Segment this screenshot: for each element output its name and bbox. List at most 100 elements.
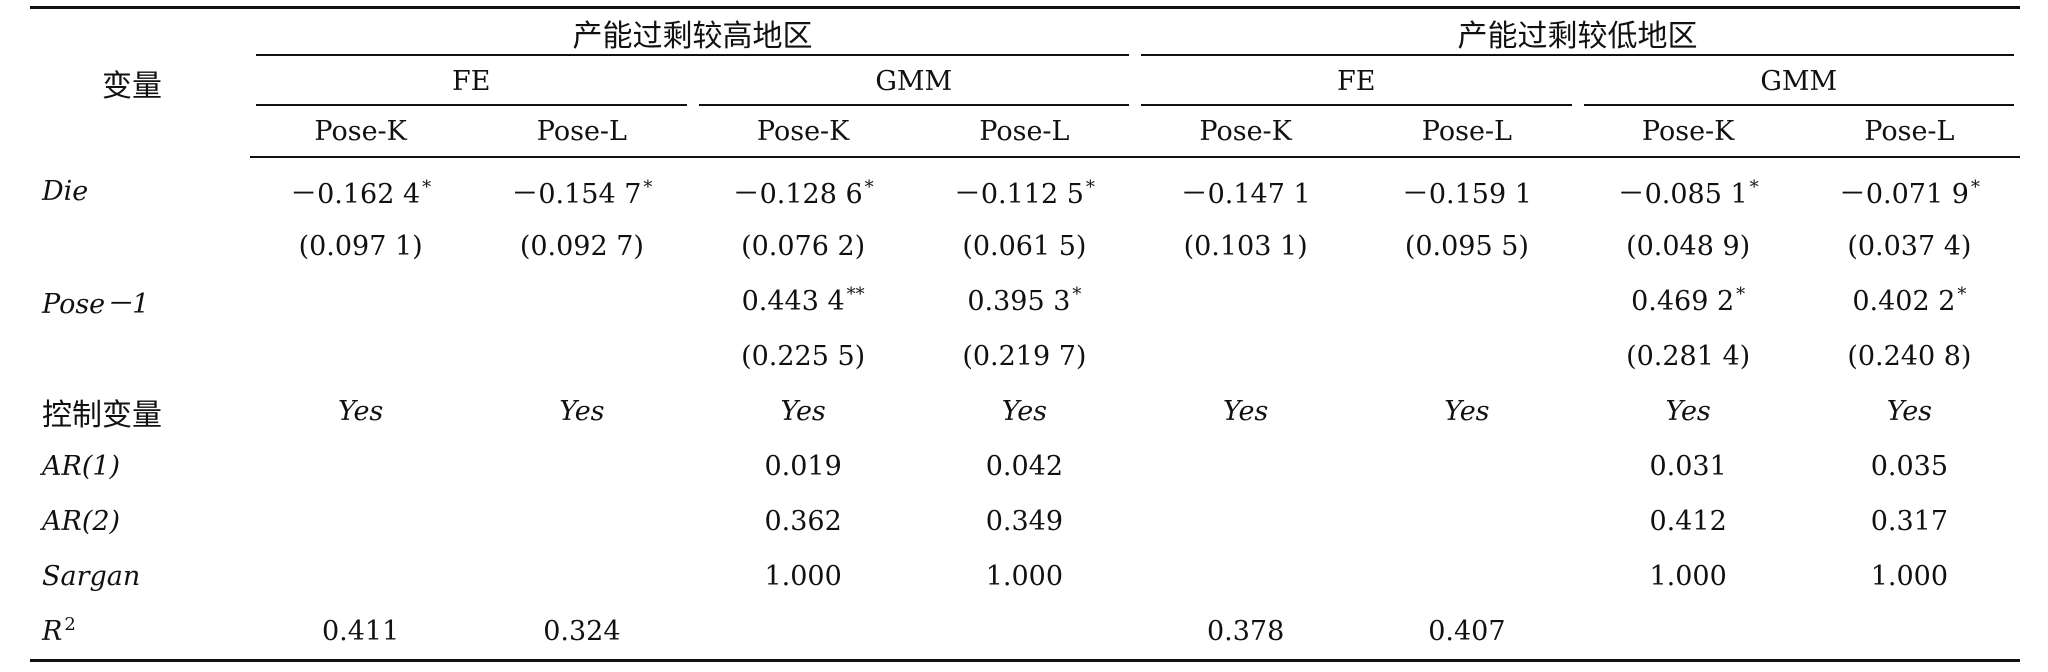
table-cell: Yes	[1135, 384, 1356, 439]
column-header: Pose-K	[1577, 106, 1799, 158]
table-row: R 2 0.411 0.324 0.378 0.407	[30, 604, 2020, 662]
cell-value: 0.411	[321, 616, 400, 647]
cell-value: －0.085 1	[1617, 179, 1748, 210]
significance-stars: *	[864, 177, 874, 198]
table-cell: (0.076 2)	[693, 219, 914, 274]
table-cell: －0.128 6 *	[693, 157, 914, 219]
significance-stars: *	[643, 177, 653, 198]
cell-value: －0.162 4	[290, 179, 421, 210]
table-cell	[1135, 494, 1356, 549]
table-cell	[1356, 494, 1577, 549]
table-cell	[1135, 329, 1356, 384]
significance-stars: *	[1749, 177, 1759, 198]
group-label: 产能过剩较高地区	[572, 18, 813, 54]
row-variable-label: Die	[30, 157, 250, 219]
column-header: Pose-L	[913, 106, 1135, 158]
table-cell: －0.154 7 *	[471, 157, 692, 219]
table-row: Sargan 1.000 1.000 1.000 1.000	[30, 549, 2020, 604]
table-cell	[1577, 604, 1799, 662]
cell-value: (0.048 9)	[1626, 231, 1751, 262]
group-label: 产能过剩较低地区	[1457, 18, 1698, 54]
table-cell	[471, 549, 692, 604]
cell-value: 0.412	[1649, 506, 1727, 537]
table-cell: 1.000	[1799, 549, 2020, 604]
table-cell: (0.281 4)	[1578, 329, 1799, 384]
cell-value: Yes	[1886, 396, 1933, 427]
method-header-gmm-low: GMM	[1578, 56, 2021, 106]
table-cell: 0.019	[693, 439, 914, 494]
table-cell: 1.000	[1578, 549, 1799, 604]
table-cell: 0.362	[693, 494, 914, 549]
method-label: GMM	[1760, 65, 1838, 97]
table-cell: Yes	[1578, 384, 1799, 439]
table-cell: 0.042	[914, 439, 1135, 494]
table-cell: (0.097 1)	[250, 219, 471, 274]
table-cell	[250, 274, 471, 329]
table-row: (0.225 5) (0.219 7) (0.281 4) (0.240 8)	[30, 329, 2020, 384]
table-row: Pose－1 0.443 4 ** 0.395 3 * 0.469 2 * 0.402 2 *	[30, 274, 2020, 329]
cell-value: －0.071 9	[1838, 179, 1969, 210]
method-header-fe-high: FE	[250, 56, 693, 106]
table-row: AR(1) 0.019 0.042 0.031 0.035	[30, 439, 2020, 494]
cell-value: 0.317	[1870, 506, 1949, 537]
cell-value: (0.037 4)	[1847, 231, 1972, 262]
column-header: Pose-K	[692, 106, 914, 158]
table-cell	[1798, 604, 2020, 662]
cell-value: Yes	[1001, 396, 1048, 427]
variable-name: AR(2)	[42, 506, 121, 537]
group-header-low-overcapacity: 产能过剩较低地区	[1135, 8, 2020, 56]
cell-value: －0.128 6	[732, 179, 863, 210]
table-cell: －0.071 9 *	[1799, 157, 2020, 219]
cell-value: 0.407	[1428, 616, 1506, 647]
table-cell: (0.037 4)	[1799, 219, 2020, 274]
column-header: Pose-K	[1135, 106, 1357, 158]
table-cell: (0.095 5)	[1356, 219, 1577, 274]
method-label: GMM	[875, 65, 953, 97]
group-underline	[256, 54, 1129, 56]
cell-value: Yes	[780, 396, 826, 427]
variable-name: Die	[42, 175, 89, 207]
table-cell: (0.219 7)	[914, 329, 1135, 384]
cell-value: 0.019	[764, 451, 842, 482]
table-cell: 1.000	[693, 549, 914, 604]
table-cell: (0.092 7)	[471, 219, 692, 274]
cell-value: 0.469 2	[1631, 286, 1735, 317]
table-cell: Yes	[250, 384, 471, 439]
table-cell: 0.443 4 **	[693, 274, 914, 329]
cell-value: (0.103 1)	[1183, 231, 1308, 262]
cell-value: 0.362	[764, 506, 842, 537]
significance-stars: *	[1736, 284, 1746, 305]
variable-name: Sargan	[42, 561, 141, 592]
cell-value: 1.000	[985, 561, 1064, 592]
cell-value: (0.092 7)	[519, 231, 644, 262]
cell-value: 0.378	[1206, 616, 1285, 647]
table-cell: 0.031	[1578, 439, 1799, 494]
table-cell: (0.061 5)	[914, 219, 1135, 274]
table-cell: Yes	[693, 384, 914, 439]
table-cell: －0.159 1	[1356, 157, 1577, 219]
cell-value: 0.035	[1870, 451, 1949, 482]
variable-name: R	[42, 616, 63, 647]
cell-value: 0.031	[1649, 451, 1727, 482]
table-cell: (0.240 8)	[1799, 329, 2020, 384]
table-cell	[471, 329, 692, 384]
row-variable-label: AR(1)	[30, 439, 250, 494]
table-cell	[1135, 439, 1356, 494]
variable-name: 控制变量	[42, 397, 162, 433]
method-underline	[1583, 104, 2014, 106]
table-cell: 0.378	[1135, 604, 1357, 662]
method-underline	[1141, 104, 1572, 106]
table-cell	[471, 494, 692, 549]
table-cell: －0.162 4 *	[250, 157, 471, 219]
cell-value: －0.112 5	[953, 179, 1084, 210]
method-underline	[256, 104, 687, 106]
cell-value: (0.095 5)	[1404, 231, 1529, 262]
method-underline	[698, 104, 1129, 106]
cell-value: －0.159 1	[1401, 179, 1532, 210]
table-cell	[913, 604, 1135, 662]
table-cell: 0.349	[914, 494, 1135, 549]
table-cell	[250, 494, 471, 549]
row-variable-label: Sargan	[30, 549, 250, 604]
variable-superscript: 2	[64, 614, 76, 635]
table-cell: －0.147 1	[1135, 157, 1356, 219]
